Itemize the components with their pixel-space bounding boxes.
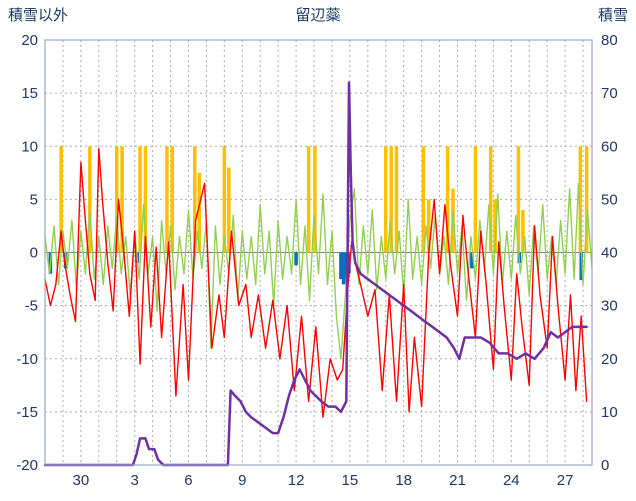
x-axis-tick-label: 15 (342, 472, 359, 489)
precipitation-bars (63, 252, 68, 269)
left-axis-tick-label: 10 (21, 138, 38, 155)
right-axis-tick-label: 60 (601, 138, 618, 155)
precipitation-bars (347, 252, 351, 274)
right-axis-tick-label: 70 (601, 85, 618, 102)
precipitation-bars (579, 252, 583, 281)
left-axis-tick-label: -20 (16, 457, 38, 474)
precipitation-bars (339, 252, 343, 280)
sunshine-bars (138, 146, 142, 253)
sunshine-bars (143, 146, 148, 253)
sunshine-bars (421, 146, 426, 253)
x-axis-tick-label: 3 (131, 472, 139, 489)
sunshine-bars (389, 146, 393, 253)
left-axis-tick-label: 0 (30, 245, 38, 262)
precipitation-bars (470, 252, 474, 269)
x-axis-tick-label: 12 (288, 472, 305, 489)
x-axis-tick-label: 21 (449, 472, 466, 489)
sunshine-bars (584, 146, 589, 253)
sunshine-bars (384, 146, 388, 253)
left-axis-title: 積雪以外 (8, 7, 68, 24)
sunshine-bars (473, 146, 478, 253)
x-axis-tick-label: 9 (238, 472, 246, 489)
right-axis-tick-label: 80 (601, 32, 618, 49)
sunshine-bars (313, 146, 317, 253)
left-axis-tick-label: 5 (30, 191, 38, 208)
x-axis-tick-label: 24 (503, 472, 520, 489)
x-axis-tick-label: 30 (73, 472, 90, 489)
sunshine-bars (59, 146, 63, 253)
left-axis-tick-label: 20 (21, 32, 38, 49)
sunshine-bars (165, 146, 169, 253)
sunshine-bars (197, 172, 201, 253)
x-axis-tick-label: 6 (184, 472, 192, 489)
x-axis-tick-label: 18 (395, 472, 412, 489)
sunshine-bars (427, 199, 431, 253)
left-axis-tick-label: 15 (21, 85, 38, 102)
right-axis-tick-label: 50 (601, 191, 618, 208)
sunshine-bars (227, 167, 231, 253)
sunshine-bars (120, 146, 124, 253)
sunshine-bars (488, 146, 493, 253)
right-axis-tick-label: 30 (601, 298, 618, 315)
right-axis-tick-label: 40 (601, 245, 618, 262)
sunshine-bars (170, 146, 175, 253)
x-axis-tick-label: 27 (557, 472, 574, 489)
sunshine-bars (193, 146, 197, 253)
sunshine-bars (445, 146, 450, 253)
left-axis-tick-label: -10 (16, 351, 38, 368)
sunshine-bars (578, 146, 583, 253)
sunshine-bars (493, 199, 497, 253)
right-axis-title: 積雪 (598, 7, 628, 24)
chart-title: 留辺蘂 (295, 7, 340, 24)
right-axis-tick-label: 0 (601, 457, 609, 474)
left-axis-tick-label: -15 (16, 404, 38, 421)
right-axis-tick-label: 10 (601, 404, 618, 421)
sunshine-bars (516, 146, 521, 253)
sunshine-bars (394, 146, 399, 253)
right-axis-tick-label: 20 (601, 351, 618, 368)
precipitation-bars (294, 252, 298, 266)
precipitation-bars (341, 252, 346, 285)
temperature-line (44, 147, 588, 418)
green-line (44, 182, 593, 360)
plot-frame (44, 39, 593, 466)
sunshine-bars (88, 146, 92, 253)
snow-depth-line (43, 81, 588, 467)
sunshine-bars (114, 146, 119, 253)
left-axis-tick-label: -5 (25, 298, 38, 315)
sunshine-bars (521, 210, 525, 253)
sunshine-bars (222, 146, 227, 253)
sunshine-bars (306, 146, 311, 253)
